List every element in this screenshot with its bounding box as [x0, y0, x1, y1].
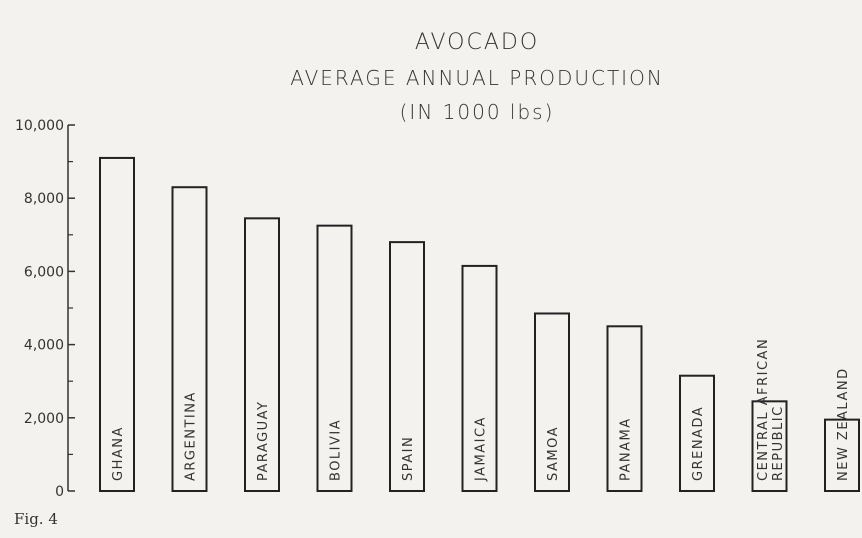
bar-label: GRENADA — [691, 406, 706, 481]
chart-title: AVOCADO — [414, 30, 540, 55]
bar — [389, 241, 425, 492]
figure-caption: Fig. 4 — [14, 510, 58, 528]
bar — [99, 156, 135, 492]
bar-label: PARAGUAY — [256, 401, 271, 482]
bar — [316, 224, 353, 492]
bar — [244, 217, 280, 493]
bar-label: GHANA — [111, 426, 126, 481]
y-tick-label: 2,000 — [24, 411, 64, 427]
y-tick-label: 0 — [55, 484, 64, 500]
y-tick-label: 10,000 — [15, 118, 64, 134]
bar — [751, 400, 788, 492]
bar — [171, 186, 208, 492]
bar — [606, 325, 643, 492]
bar-label: PANAMA — [619, 417, 634, 481]
bar-label: REPUBLIC — [771, 405, 786, 481]
bar-label: NEW ZEALAND — [836, 367, 851, 481]
bar-label: JAMAICA — [474, 416, 489, 482]
bar-label: SPAIN — [401, 436, 416, 481]
chart-units: (IN 1000 lbs) — [399, 100, 555, 124]
y-tick-label: 6,000 — [24, 264, 64, 280]
y-tick-label: 8,000 — [24, 191, 64, 207]
bar — [461, 264, 498, 492]
bar-label: ARGENTINA — [184, 391, 199, 481]
y-tick-label: 4,000 — [24, 338, 64, 354]
bar — [534, 312, 570, 492]
bar — [679, 374, 715, 492]
chart-subtitle: AVERAGE ANNUAL PRODUCTION — [290, 66, 664, 90]
bar-label: BOLIVIA — [329, 419, 344, 481]
bar-label: SAMOA — [546, 426, 561, 481]
bar-label: CENTRAL AFRICAN — [756, 338, 771, 481]
bar — [824, 418, 860, 493]
